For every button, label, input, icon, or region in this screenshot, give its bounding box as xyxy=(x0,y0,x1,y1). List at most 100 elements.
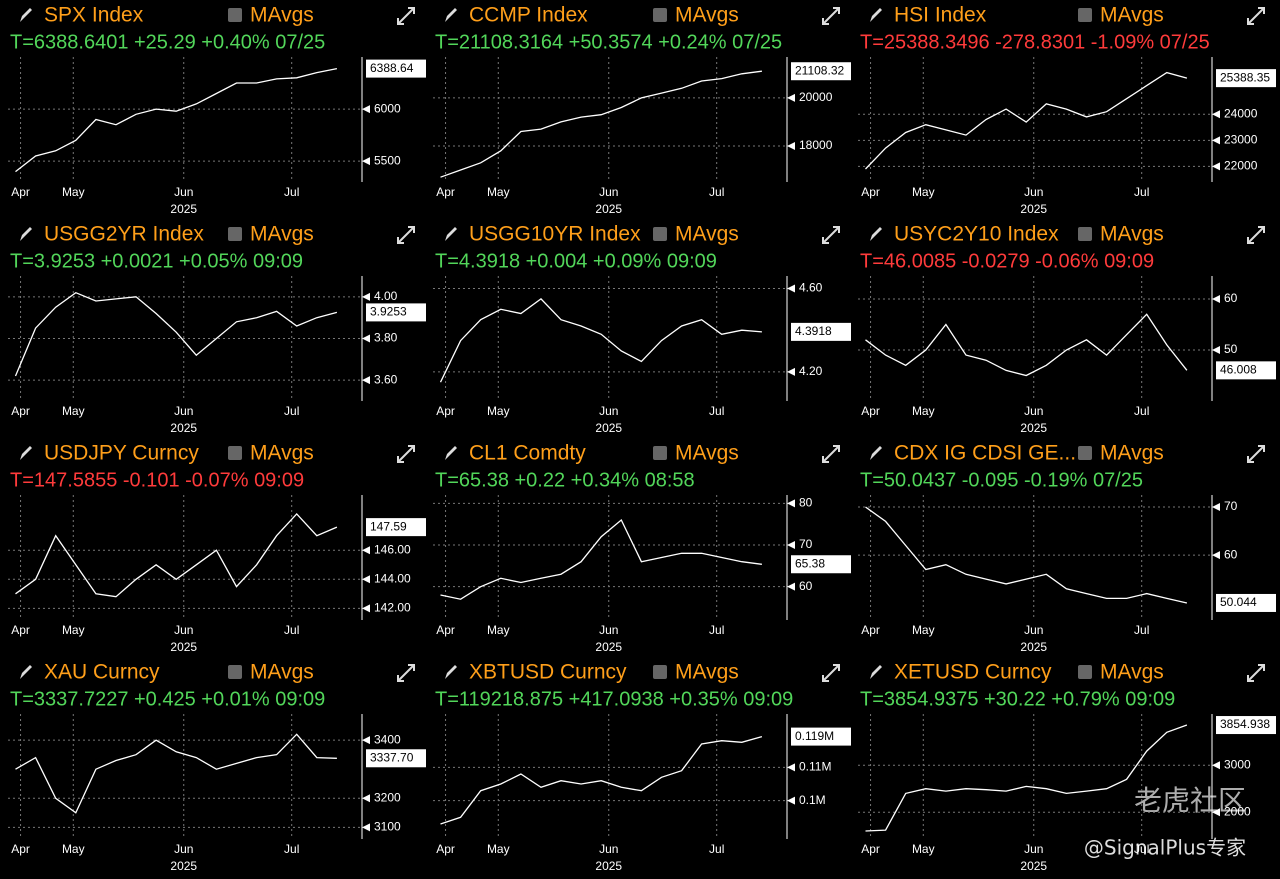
expand-icon xyxy=(1247,664,1265,682)
last-value-label: 65.38 xyxy=(795,556,825,570)
x-tick-label: May xyxy=(62,185,85,199)
chart-title: CL1 Comdty xyxy=(469,442,586,465)
tick-mark xyxy=(787,499,795,508)
x-tick-label: Jul xyxy=(1134,185,1149,199)
chart-title: CCMP Index xyxy=(469,4,588,27)
expand-icon xyxy=(1247,445,1265,463)
x-axis-label: 2025 xyxy=(1020,640,1047,654)
price-line xyxy=(865,313,1188,377)
x-tick-label: Jun xyxy=(599,404,618,418)
quote-line: T=65.38 +0.22 +0.34% 08:58 xyxy=(435,469,695,491)
tick-mark xyxy=(1212,551,1220,560)
tick-mark xyxy=(362,575,370,584)
x-axis-label: 2025 xyxy=(170,859,197,873)
tick-mark xyxy=(1212,345,1220,354)
x-tick-label: Jul xyxy=(284,842,299,856)
x-tick-label: Apr xyxy=(436,842,455,856)
legend-swatch xyxy=(228,8,242,22)
last-value-box xyxy=(1216,69,1276,88)
chart-panel: HSI Index MAvgs T=25388.3496 -278.8301 -1.… xyxy=(858,4,1276,216)
last-value-box xyxy=(791,62,851,81)
legend-swatch xyxy=(653,446,667,460)
x-tick-label: Jun xyxy=(174,185,193,199)
quote-line: T=46.0085 -0.0279 -0.06% 09:09 xyxy=(860,250,1154,272)
y-tick-label: 144.00 xyxy=(374,571,411,585)
x-axis-label: 2025 xyxy=(1020,859,1047,873)
edit-icon xyxy=(870,446,882,460)
x-tick-label: Jun xyxy=(599,185,618,199)
price-line xyxy=(865,724,1188,832)
y-tick-label: 50 xyxy=(1224,342,1238,356)
x-axis-label: 2025 xyxy=(170,640,197,654)
y-tick-label: 0.11M xyxy=(799,760,831,774)
tick-mark xyxy=(787,141,795,150)
x-axis-label: 2025 xyxy=(1020,202,1047,216)
tick-mark xyxy=(362,376,370,385)
chart-panel: USGG10YR Index MAvgs T=4.3918 +0.004 +0.09… xyxy=(433,223,851,435)
expand-icon xyxy=(1247,226,1265,244)
price-line xyxy=(15,733,337,814)
y-tick-label: 24000 xyxy=(1224,106,1258,120)
chart-panel: SPX Index MAvgs T=6388.6401 +25.29 +0.40% … xyxy=(8,4,426,216)
quote-line: T=21108.3164 +50.3574 +0.24% 07/25 xyxy=(435,31,782,53)
x-tick-label: Jul xyxy=(1134,404,1149,418)
x-tick-label: Jul xyxy=(709,404,724,418)
last-value-box xyxy=(791,555,851,574)
chart-panel: XAU Curncy MAvgs T=3337.7227 +0.425 +0.01%… xyxy=(8,661,426,873)
legend-label: MAvgs xyxy=(675,661,739,684)
quote-line: T=3337.7227 +0.425 +0.01% 09:09 xyxy=(10,688,325,710)
quote-line: T=3854.9375 +30.22 +0.79% 09:09 xyxy=(860,688,1175,710)
x-tick-label: May xyxy=(912,404,935,418)
tick-mark xyxy=(362,292,370,301)
quote-line: T=3.9253 +0.0021 +0.05% 09:09 xyxy=(10,250,303,272)
expand-icon xyxy=(1247,7,1265,25)
x-tick-label: Apr xyxy=(861,623,880,637)
chart-panel: USDJPY Curncy MAvgs T=147.5855 -0.101 -0.0… xyxy=(8,442,426,654)
x-tick-label: May xyxy=(62,842,85,856)
tick-mark xyxy=(787,763,795,772)
tick-mark xyxy=(787,367,795,376)
x-tick-label: May xyxy=(487,404,510,418)
edit-icon xyxy=(20,227,32,241)
price-line xyxy=(15,67,338,173)
x-tick-label: Apr xyxy=(436,185,455,199)
legend-label: MAvgs xyxy=(1100,661,1164,684)
legend-swatch xyxy=(1078,8,1092,22)
x-tick-label: May xyxy=(62,623,85,637)
y-tick-label: 5500 xyxy=(374,153,401,167)
tick-mark xyxy=(362,546,370,555)
chart-panel: USYC2Y10 Index MAvgs T=46.0085 -0.0279 -0.… xyxy=(858,223,1276,435)
x-axis-label: 2025 xyxy=(595,859,622,873)
legend-label: MAvgs xyxy=(250,661,314,684)
legend-label: MAvgs xyxy=(1100,442,1164,465)
expand-icon xyxy=(397,226,415,244)
x-axis-label: 2025 xyxy=(170,202,197,216)
quote-line: T=50.0437 -0.095 -0.19% 07/25 xyxy=(860,469,1143,491)
price-line xyxy=(865,71,1188,170)
legend-swatch xyxy=(228,446,242,460)
x-tick-label: Apr xyxy=(11,623,30,637)
x-tick-label: Jun xyxy=(1024,623,1043,637)
last-value-label: 3.9253 xyxy=(370,305,407,319)
x-tick-label: Jun xyxy=(1024,185,1043,199)
watermark-handle: @SignalPlus专家 xyxy=(1084,836,1246,860)
x-axis-label: 2025 xyxy=(170,421,197,435)
edit-icon xyxy=(870,8,882,22)
y-tick-label: 80 xyxy=(799,496,813,510)
tick-mark xyxy=(362,736,370,745)
last-value-box xyxy=(366,749,426,768)
last-value-box xyxy=(366,59,426,78)
x-tick-label: Apr xyxy=(436,404,455,418)
x-tick-label: Apr xyxy=(11,842,30,856)
x-tick-label: Jul xyxy=(709,842,724,856)
legend-swatch xyxy=(1078,446,1092,460)
chart-title: CDX IG CDSI GE... xyxy=(894,442,1076,465)
tick-mark xyxy=(362,604,370,613)
expand-icon xyxy=(822,664,840,682)
legend-swatch xyxy=(653,8,667,22)
tick-mark xyxy=(362,823,370,832)
x-axis-label: 2025 xyxy=(595,202,622,216)
x-axis-label: 2025 xyxy=(595,640,622,654)
edit-icon xyxy=(445,446,457,460)
